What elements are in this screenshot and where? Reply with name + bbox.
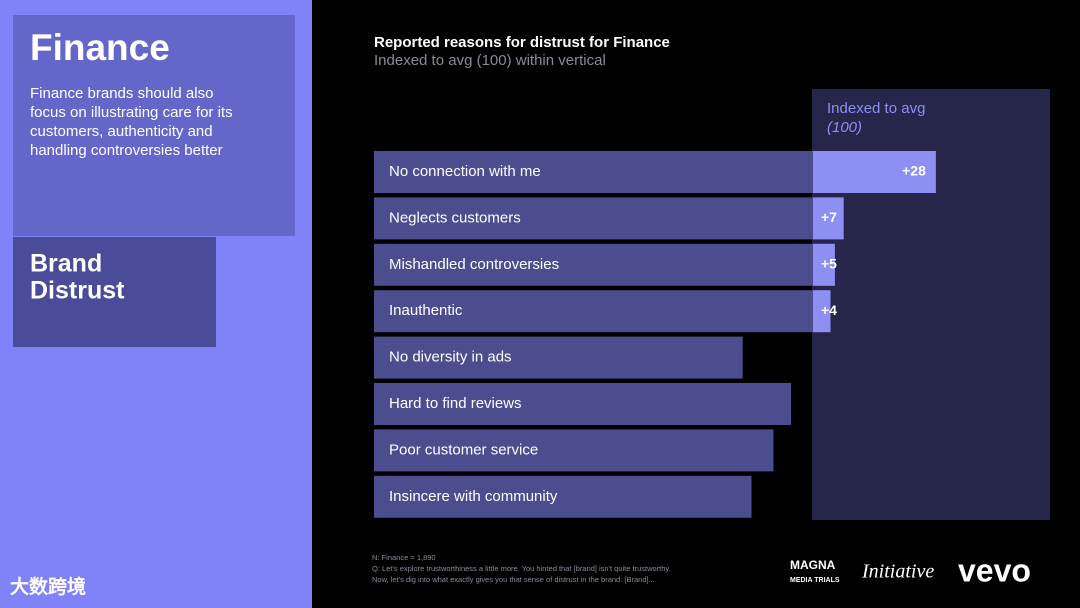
bar	[374, 336, 743, 379]
value-label: +5	[821, 256, 837, 272]
annotation: Indexed to avg	[827, 100, 925, 117]
value-label: +7	[821, 209, 837, 225]
chart-title: Reported reasons for distrust for Financ…	[374, 34, 670, 51]
panel-text: handling controversies better	[30, 142, 223, 159]
logo: vevo	[958, 552, 1031, 588]
bar-excess	[812, 197, 844, 240]
bar	[374, 475, 752, 518]
watermark: 大数跨境	[10, 575, 86, 598]
bar	[374, 243, 813, 286]
bar	[374, 429, 774, 472]
category-label: Insincere with community	[389, 488, 558, 505]
footnote: Now, let's dig into what exactly gives y…	[372, 575, 655, 584]
footnote: Q: Let's explore trustworthiness a littl…	[372, 564, 671, 573]
bar-excess	[812, 151, 936, 193]
section-title: Distrust	[30, 277, 125, 305]
annotation: (100)	[827, 119, 862, 136]
panel-heading: Finance	[30, 27, 170, 68]
value-label: +4	[821, 302, 837, 318]
value-label: +28	[902, 163, 926, 179]
finance-box	[13, 15, 295, 236]
category-label: No connection with me	[389, 163, 541, 180]
category-label: Neglects customers	[389, 209, 521, 226]
category-label: No diversity in ads	[389, 349, 512, 366]
bar	[374, 151, 813, 193]
bar-excess	[812, 243, 835, 286]
bar	[374, 383, 792, 425]
panel-text: customers, authenticity and	[30, 123, 213, 140]
chart-subtitle: Indexed to avg (100) within vertical	[374, 52, 606, 69]
footnote: N: Finance = 1,890	[372, 553, 436, 562]
section-title: Brand	[30, 250, 102, 278]
bar	[374, 290, 813, 333]
category-label: Mishandled controversies	[389, 256, 559, 273]
bar-excess	[812, 290, 831, 333]
panel-text: Finance brands should also	[30, 85, 213, 102]
logo: MAGNA	[790, 558, 836, 572]
logo: MEDIA TRIALS	[790, 577, 840, 584]
category-label: Inauthentic	[389, 302, 463, 319]
bar	[374, 197, 813, 240]
distrust-box	[13, 237, 216, 347]
logo: Initiative	[861, 561, 934, 583]
panel-text: focus on illustrating care for its	[30, 104, 233, 121]
category-label: Poor customer service	[389, 441, 538, 458]
category-label: Hard to find reviews	[389, 395, 522, 412]
